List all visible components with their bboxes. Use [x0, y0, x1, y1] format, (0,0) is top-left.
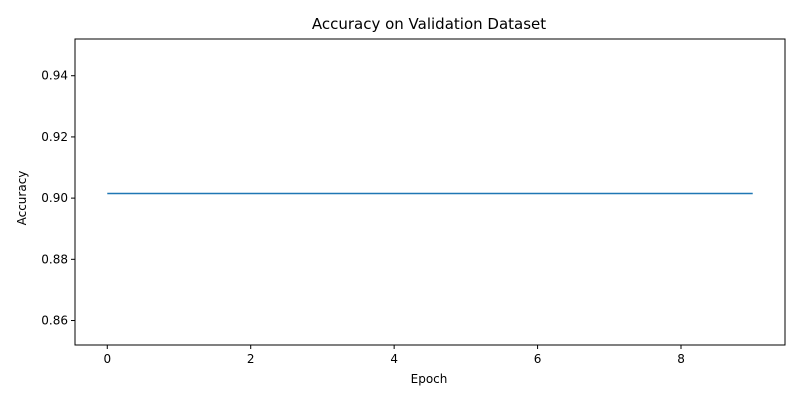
x-tick-label: 6 — [534, 352, 542, 366]
y-tick-label: 0.94 — [41, 69, 68, 83]
y-axis-label: Accuracy — [15, 171, 29, 226]
x-axis: 0 2 4 6 8 — [103, 345, 685, 366]
x-tick-label: 2 — [247, 352, 255, 366]
x-tick-label: 0 — [103, 352, 111, 366]
chart-title: Accuracy on Validation Dataset — [312, 15, 546, 33]
y-tick-label: 0.88 — [41, 252, 68, 266]
plot-area — [74, 38, 786, 346]
y-axis: 0.86 0.88 0.90 0.92 0.94 — [41, 69, 75, 328]
y-tick-label: 0.92 — [41, 130, 68, 144]
y-tick-label: 0.86 — [41, 314, 68, 328]
y-tick-label: 0.90 — [41, 191, 68, 205]
x-tick-label: 4 — [390, 352, 398, 366]
x-tick-label: 8 — [677, 352, 685, 366]
plot-frame — [74, 38, 786, 346]
x-axis-label: Epoch — [411, 372, 448, 386]
